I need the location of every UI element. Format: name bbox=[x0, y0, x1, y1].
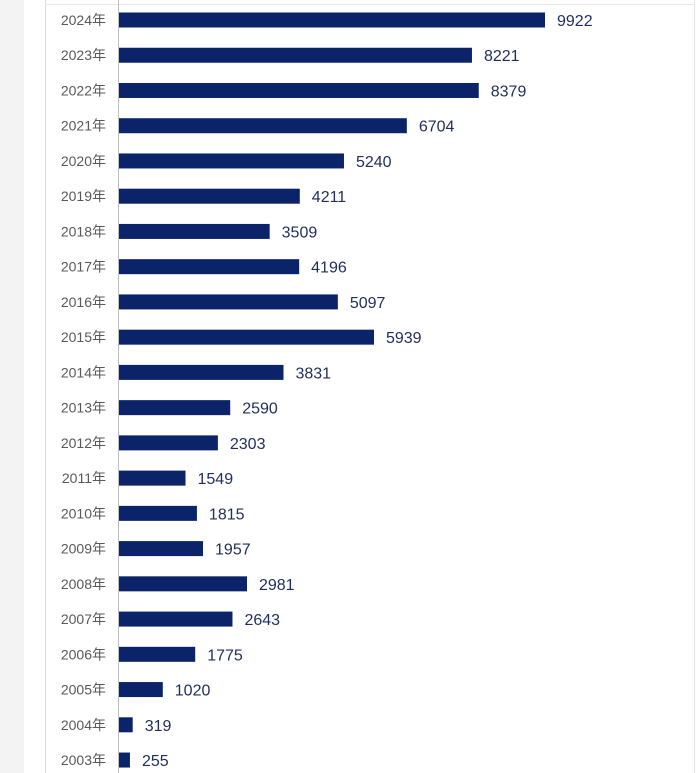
y-tick-label: 2013年 bbox=[61, 400, 106, 416]
data-label: 3831 bbox=[295, 365, 331, 382]
bar bbox=[119, 82, 479, 98]
data-label: 4211 bbox=[312, 189, 347, 206]
y-tick-label: 2022年 bbox=[61, 82, 106, 98]
bar bbox=[119, 223, 270, 239]
bar bbox=[119, 259, 300, 275]
bar bbox=[119, 717, 133, 733]
data-label: 1549 bbox=[198, 471, 234, 488]
bar bbox=[119, 611, 233, 627]
y-tick-label: 2004年 bbox=[61, 717, 106, 733]
data-label: 8221 bbox=[484, 48, 520, 65]
bar bbox=[119, 576, 247, 592]
data-label: 2981 bbox=[259, 577, 295, 594]
data-label: 9922 bbox=[557, 13, 593, 30]
data-label: 3509 bbox=[282, 224, 318, 241]
data-label: 1775 bbox=[207, 647, 243, 664]
bar bbox=[119, 12, 545, 28]
data-label: 2643 bbox=[244, 612, 280, 629]
y-tick-label: 2024年 bbox=[61, 12, 106, 28]
bar bbox=[119, 364, 284, 380]
y-tick-label: 2023年 bbox=[61, 47, 106, 63]
y-tick-label: 2019年 bbox=[61, 188, 106, 204]
y-tick-label: 2014年 bbox=[61, 364, 106, 380]
bar bbox=[119, 188, 300, 204]
y-tick-label: 2003年 bbox=[61, 752, 106, 768]
panel-border-left bbox=[45, 0, 46, 773]
y-tick-label: 2011年 bbox=[62, 470, 106, 486]
bar bbox=[119, 505, 197, 521]
data-label: 5240 bbox=[356, 154, 392, 171]
y-tick-label: 2006年 bbox=[61, 646, 106, 662]
y-tick-label: 2018年 bbox=[61, 223, 106, 239]
data-label: 5097 bbox=[350, 295, 386, 312]
bar bbox=[119, 646, 196, 662]
panel-border-right bbox=[694, 0, 695, 773]
left-gutter bbox=[0, 0, 24, 773]
data-label: 5939 bbox=[386, 330, 422, 347]
y-tick-label: 2020年 bbox=[61, 153, 106, 169]
y-tick-label: 2005年 bbox=[61, 682, 106, 698]
y-tick-label: 2012年 bbox=[61, 435, 106, 451]
bar bbox=[119, 47, 472, 63]
data-label: 255 bbox=[142, 753, 169, 770]
bar bbox=[119, 153, 344, 169]
data-label: 8379 bbox=[491, 83, 527, 100]
bar bbox=[119, 118, 407, 134]
bar bbox=[119, 752, 130, 768]
y-tick-label: 2016年 bbox=[61, 294, 106, 310]
data-label: 2303 bbox=[230, 436, 266, 453]
data-label: 2590 bbox=[242, 401, 278, 418]
data-label: 1815 bbox=[209, 506, 245, 523]
y-tick-label: 2007年 bbox=[61, 611, 106, 627]
y-tick-label: 2017年 bbox=[61, 259, 106, 275]
y-tick-label: 2009年 bbox=[61, 541, 106, 557]
data-label: 319 bbox=[145, 718, 172, 735]
y-tick-label: 2010年 bbox=[61, 505, 106, 521]
bar-group: 2024年 9922 2023年 8221 2022年 8379 2021年 6704 2020… bbox=[61, 12, 593, 770]
bar bbox=[119, 470, 186, 486]
bar bbox=[119, 294, 338, 310]
data-label: 1020 bbox=[175, 683, 211, 700]
bar bbox=[119, 400, 231, 416]
y-tick-label: 2008年 bbox=[61, 576, 106, 592]
data-label: 4196 bbox=[311, 260, 347, 277]
data-label: 6704 bbox=[419, 119, 455, 136]
y-tick-label: 2021年 bbox=[61, 118, 106, 134]
panel-border-top bbox=[45, 4, 695, 5]
data-label: 1957 bbox=[215, 542, 251, 559]
bar bbox=[119, 329, 374, 345]
bar bbox=[119, 435, 218, 451]
bar bbox=[119, 541, 204, 557]
y-tick-label: 2015年 bbox=[61, 329, 106, 345]
bar bbox=[119, 682, 163, 698]
